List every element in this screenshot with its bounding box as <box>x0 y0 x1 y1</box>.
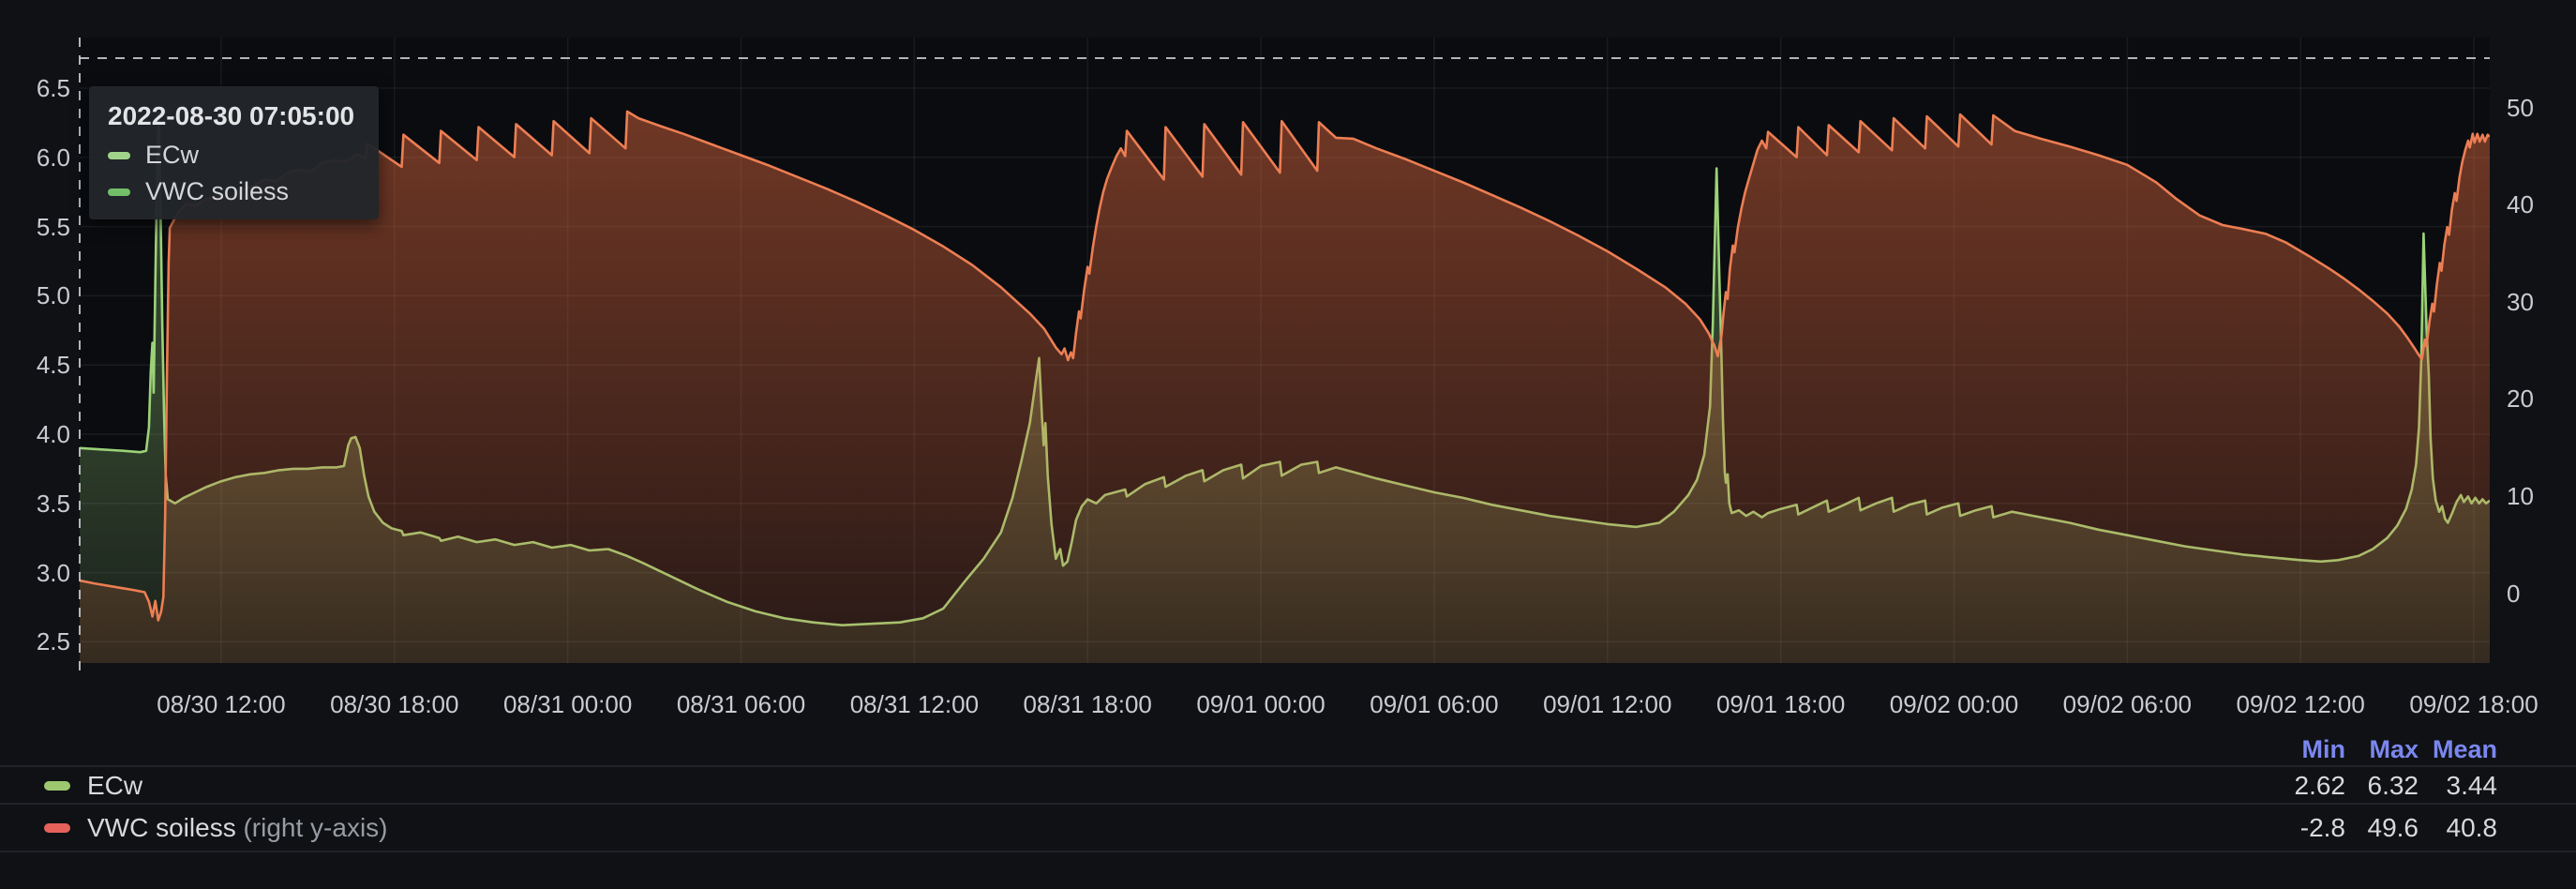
legend-stat-max: 6.32 <box>2367 771 2419 800</box>
x-axis-tick-label: 08/31 00:00 <box>502 690 633 718</box>
x-axis-tick-label: 08/31 18:00 <box>1023 690 1152 718</box>
left-axis-tick-label: 4.5 <box>36 351 70 380</box>
legend-series-axis-note: (right y-axis) <box>235 812 388 842</box>
right-axis-tick-label: 30 <box>2507 287 2534 316</box>
tooltip-series-row: VWC soiless <box>108 177 354 206</box>
legend-row-ecw: ECw 2.62 6.32 3.44 <box>0 765 2576 805</box>
left-axis-tick-label: 2.5 <box>36 627 70 656</box>
legend-series-label[interactable]: VWC soiless (right y-axis) <box>87 812 388 842</box>
right-axis-tick-label: 40 <box>2507 190 2534 219</box>
legend-stat-mean: 40.8 <box>2446 812 2498 842</box>
x-axis-tick-label: 09/01 06:00 <box>1370 690 1499 718</box>
tooltip-timestamp: 2022-08-30 07:05:00 <box>108 101 355 130</box>
right-axis-tick-label: 10 <box>2507 481 2534 510</box>
right-axis-tick-label: 50 <box>2507 93 2534 122</box>
x-axis-tick-label: 09/01 18:00 <box>1715 690 1846 718</box>
left-axis-tick-label: 3.0 <box>36 558 70 587</box>
left-axis-tick-label: 5.5 <box>36 212 70 241</box>
right-axis-tick-label: 20 <box>2507 384 2534 414</box>
x-axis-tick-label: 08/31 06:00 <box>676 690 806 718</box>
crosshair <box>79 38 2490 679</box>
tooltip-series-swatch-icon <box>108 188 130 196</box>
x-axis-tick-label: 09/02 00:00 <box>1889 690 2019 718</box>
x-axis-tick-label: 09/01 12:00 <box>1543 690 1672 718</box>
left-axis-tick-label: 3.5 <box>36 489 70 518</box>
x-axis-tick-label: 08/30 12:00 <box>157 690 286 718</box>
tooltip: 2022-08-30 07:05:00 ECw VWC soiless <box>89 86 380 219</box>
left-axis-tick-label: 6.5 <box>36 74 70 102</box>
legend-stat-max: 49.6 <box>2367 812 2419 842</box>
x-axis-tick-label: 09/02 18:00 <box>2409 690 2539 718</box>
legend-row-vwc-soiless: VWC soiless (right y-axis) -2.8 49.6 40.8 <box>0 803 2576 852</box>
right-axis-tick-label: 0 <box>2507 579 2521 608</box>
legend-stat-min: -2.8 <box>2299 812 2345 842</box>
left-axis-tick-label: 5.0 <box>36 281 70 310</box>
legend-header-max[interactable]: Max <box>2369 735 2419 763</box>
x-axis-tick-label: 08/30 18:00 <box>330 690 459 718</box>
left-axis-tick-label: 6.0 <box>36 143 70 172</box>
tooltip-series-row: ECw <box>108 141 354 170</box>
legend-stat-min: 2.62 <box>2294 771 2346 800</box>
legend-series-swatch-icon[interactable] <box>44 822 70 833</box>
tooltip-series-label: VWC soiless <box>145 177 290 205</box>
tooltip-series-label: ECw <box>145 141 200 169</box>
x-axis-tick-label: 09/01 00:00 <box>1196 690 1325 718</box>
legend-stat-headers: Min Max Mean <box>0 735 2576 765</box>
legend-series-swatch-icon[interactable] <box>44 781 70 791</box>
tooltip-series-swatch-icon <box>108 151 130 159</box>
legend-series-label[interactable]: ECw <box>87 771 143 800</box>
legend-header-mean[interactable]: Mean <box>2432 735 2497 763</box>
x-axis-tick-label: 08/31 12:00 <box>849 690 980 718</box>
x-axis-tick-label: 09/02 06:00 <box>2062 690 2193 718</box>
vwc-area <box>80 111 2490 663</box>
legend-header-min[interactable]: Min <box>2301 735 2346 763</box>
left-axis-tick-label: 4.0 <box>36 420 70 448</box>
x-axis-tick-label: 09/02 12:00 <box>2236 690 2365 718</box>
legend-stat-mean: 3.44 <box>2446 771 2498 800</box>
